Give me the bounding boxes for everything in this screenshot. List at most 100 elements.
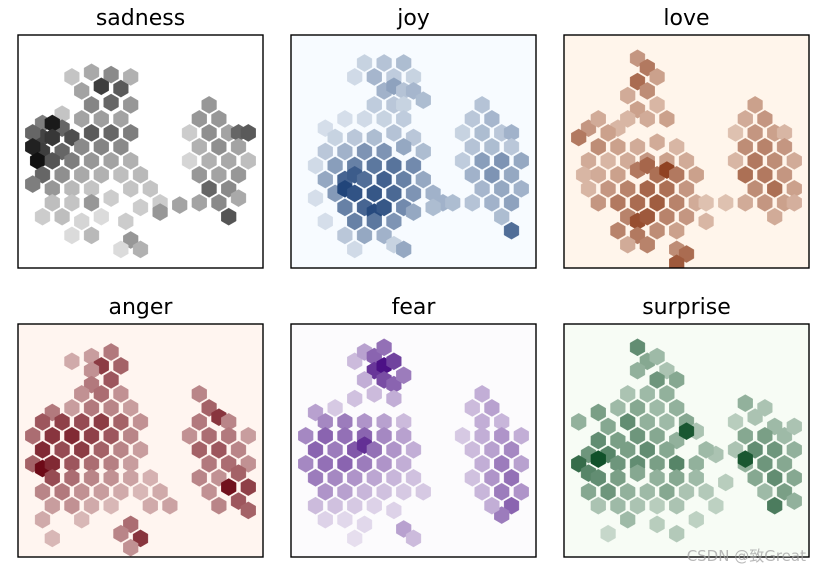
hexbin-cell <box>494 426 510 445</box>
hexbin-cell <box>610 468 626 487</box>
hexbin-cell <box>776 137 793 156</box>
hexbin-cell <box>83 96 100 114</box>
hexbin-cell <box>757 454 773 473</box>
hexbin-cell <box>240 124 256 142</box>
hexbin-cell <box>103 343 119 361</box>
hexbin-cell <box>678 482 695 501</box>
hexbin-cell <box>191 110 207 128</box>
hexbin-cell <box>337 482 353 501</box>
hexbin-cell <box>767 151 783 170</box>
hexbin-cell <box>405 203 422 221</box>
hexbin-cell <box>221 478 237 496</box>
panel-joy: joy <box>290 6 537 269</box>
hexbin-cell <box>240 501 256 520</box>
hexbin-cell <box>113 165 129 184</box>
hexbin-cell <box>678 422 695 441</box>
hexbin-cell <box>54 413 70 431</box>
hexbin-cell <box>93 207 109 226</box>
hexbin-cell <box>405 440 422 459</box>
hexbin-cell <box>221 207 237 226</box>
hexbin-cell <box>44 529 60 548</box>
hexbin-cell <box>484 399 500 417</box>
hexbin-cell <box>484 496 500 515</box>
hexbin-cell <box>678 179 695 198</box>
hexbin-cell <box>103 371 119 389</box>
hexbin-cell <box>191 385 207 403</box>
hexbin-cell <box>386 440 402 459</box>
hexbin-cell <box>757 482 773 501</box>
hexbin-cell <box>629 464 646 482</box>
hexbin-cell <box>347 212 363 231</box>
plot-frame-joy <box>290 34 537 269</box>
hexbin-cell <box>737 426 753 445</box>
panel-surprise: surprise <box>563 295 810 558</box>
hexbin-cell <box>474 151 490 170</box>
hexbin-cell <box>64 151 80 170</box>
hexbin-cell <box>649 468 665 487</box>
hexbin-cell <box>639 385 655 403</box>
hexbin-cell <box>629 338 646 357</box>
hexbin-cell <box>113 385 129 403</box>
hexbin-cell <box>396 240 412 259</box>
hexbin-cell <box>610 399 626 417</box>
hexbin-cell <box>103 496 119 515</box>
hexbin-cell <box>659 179 675 198</box>
hexbin-cell <box>356 482 373 501</box>
panel-title-sadness: sadness <box>96 6 185 31</box>
hexbin-cell <box>327 128 343 147</box>
hexbin-cell <box>590 193 606 212</box>
hexbin-cells-fear <box>298 338 529 548</box>
hexbin-cell <box>103 468 119 487</box>
hexbin-cell <box>610 496 626 515</box>
hexbin-cell <box>74 385 90 403</box>
hexbin-cell <box>181 426 198 445</box>
hexbin-cell <box>337 510 353 529</box>
hexbin-cell <box>737 394 753 413</box>
hexbin-cell <box>113 440 129 459</box>
hexbin-cell <box>230 165 247 184</box>
hexbin-cell <box>347 468 363 487</box>
hexbin-cell <box>93 137 109 156</box>
hexbin-cell <box>415 482 431 501</box>
hexbin-cell <box>767 496 783 515</box>
hexbin-cell <box>786 492 802 510</box>
hexbin-cell <box>181 151 198 170</box>
hexbin-cell <box>191 413 207 431</box>
hexbin-cell <box>639 82 655 100</box>
hexbin-cell <box>337 426 353 445</box>
hexbin-cell <box>590 468 606 487</box>
hexbin-cell <box>327 496 343 515</box>
hexbin-cell <box>347 68 363 86</box>
hexbin-cell <box>103 426 119 445</box>
hexbin-cell <box>240 151 256 170</box>
hexbin-cell <box>317 454 333 473</box>
hexbin-cell <box>93 482 109 501</box>
hexbin-cell <box>74 482 90 501</box>
hexbin-cell <box>386 156 402 175</box>
hexbin-cell <box>610 193 626 212</box>
plot-frame-sadness <box>17 34 264 269</box>
panel-title-fear: fear <box>392 295 437 320</box>
hexbin-cell <box>669 496 685 515</box>
hexbin-cell <box>669 137 685 156</box>
hexbin-cell <box>83 124 100 142</box>
hexbin-cell <box>201 179 217 198</box>
hexbin-cell <box>513 482 529 501</box>
hexbin-cell <box>590 165 606 184</box>
hexbin-cell <box>356 54 373 72</box>
panel-fear: fear <box>290 295 537 558</box>
hexbin-cell <box>64 496 80 515</box>
hexbin-cell <box>639 413 655 431</box>
panel-sadness: sadness <box>17 6 264 269</box>
hexbin-cell <box>727 151 744 170</box>
hexbin-cell <box>620 440 636 459</box>
hexbin-cell <box>44 128 60 147</box>
hexbin-cell <box>757 137 773 156</box>
hexbin-cell <box>767 179 783 198</box>
hexbin-cell <box>747 124 763 142</box>
hexbin-cell <box>172 196 188 214</box>
hexbin-cell <box>669 371 685 389</box>
hexbin-cell <box>240 478 256 496</box>
hexbin-cell <box>386 389 402 408</box>
